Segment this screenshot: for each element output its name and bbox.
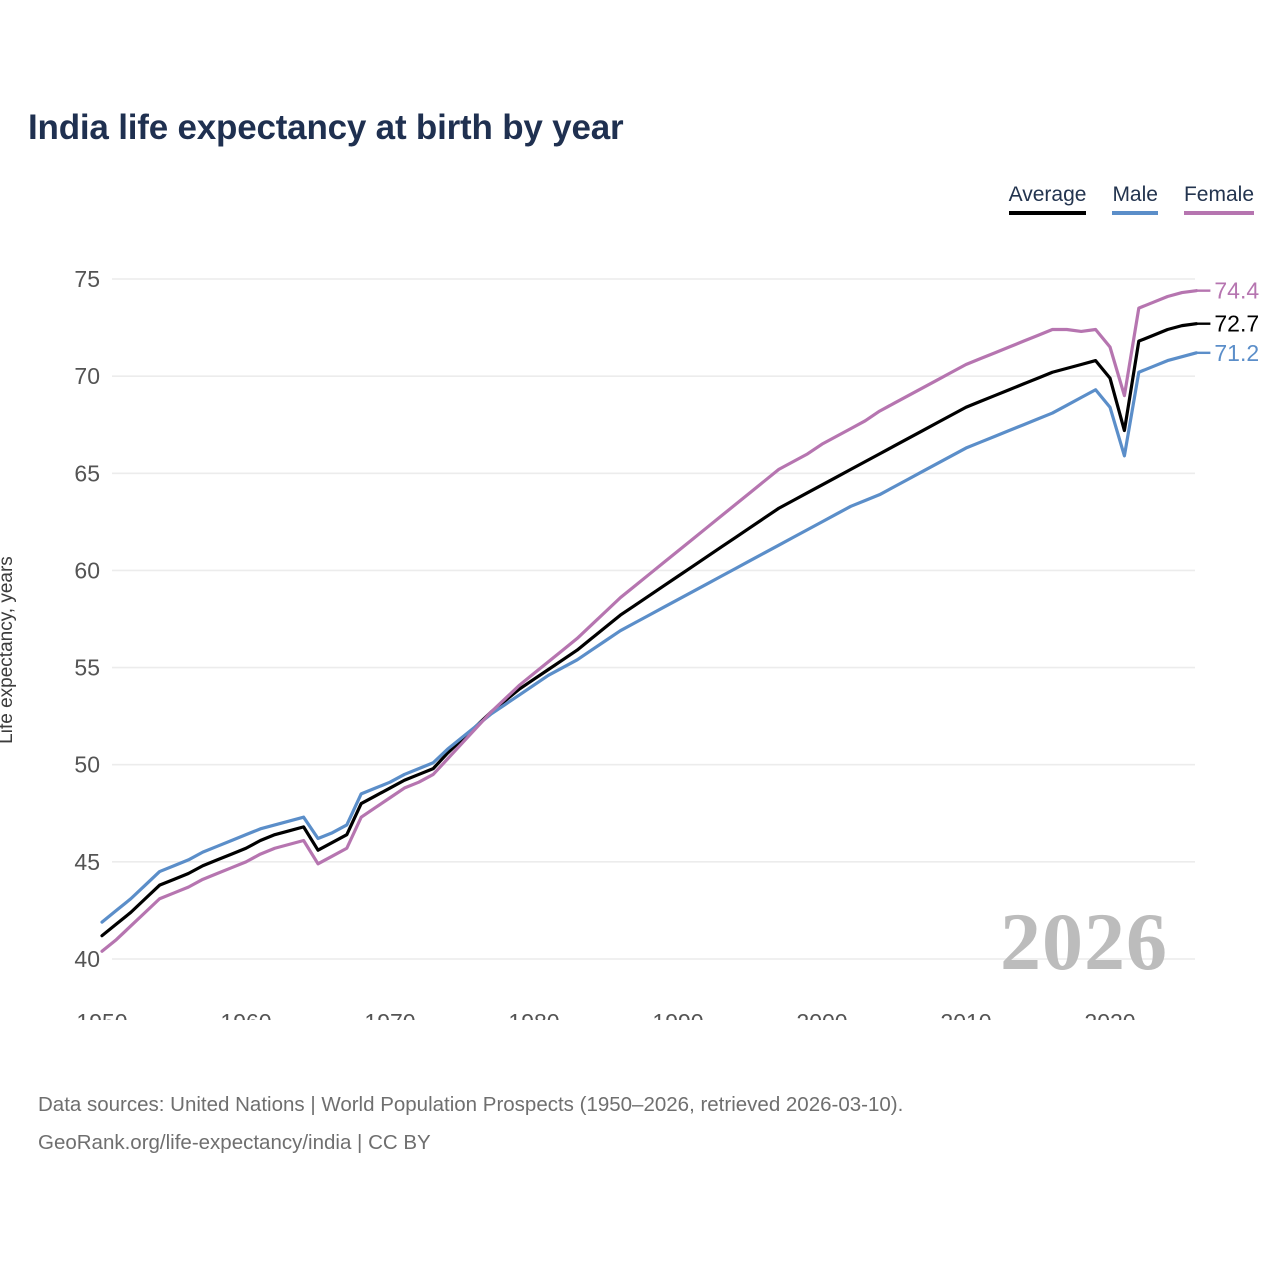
footer-attribution: GeoRank.org/life-expectancy/india | CC B… [38,1131,431,1154]
footer-data-sources: Data sources: United Nations | World Pop… [38,1093,904,1116]
end-label-female: 74.4 [1214,278,1259,304]
y-tick-label: 75 [74,266,100,292]
y-tick-label: 60 [74,557,100,583]
series-line-female [100,289,1198,953]
line-chart-svg: 40 45 50 55 60 65 70 75 1950 1960 1970 1980 1990 2000… [74,266,1259,1020]
y-tick-label: 40 [74,946,100,972]
x-tick-label: 1990 [652,1009,703,1020]
y-tick-label: 70 [74,363,100,389]
x-tick-label: 1950 [76,1009,127,1020]
plot-area: 40 45 50 55 60 65 70 75 1950 1960 1970 1980 1990 2000… [0,240,1280,1020]
end-label-average: 72.7 [1214,311,1259,337]
legend-label-female: Female [1183,183,1254,206]
page-title: India life expectancy at birth by year [28,108,624,147]
series-line-average [100,322,1198,938]
chart-legend: Average Male Female [1008,182,1254,215]
legend-item-average[interactable]: Average [1008,182,1087,215]
x-tick-label: 1960 [220,1009,271,1020]
y-tick-label: 55 [74,655,100,681]
chart-footer: Data sources: United Nations | World Pop… [38,1086,1238,1162]
x-tick-label: 1980 [508,1009,559,1020]
y-tick-label: 45 [74,849,100,875]
legend-swatch-male [1112,211,1158,215]
legend-item-male[interactable]: Male [1112,182,1158,215]
x-tick-label: 2020 [1084,1009,1135,1020]
y-axis-label: Life expectancy, years [0,556,17,744]
legend-item-female[interactable]: Female [1183,182,1254,215]
legend-swatch-female [1183,211,1254,215]
legend-swatch-average [1008,211,1087,215]
end-label-male: 71.2 [1214,340,1259,366]
series-line-male [100,351,1198,924]
x-tick-label: 2010 [940,1009,991,1020]
y-tick-label: 50 [74,752,100,778]
legend-label-average: Average [1008,183,1087,206]
x-tick-label: 2000 [796,1009,847,1020]
y-tick-label: 65 [74,460,100,486]
legend-label-male: Male [1112,183,1158,206]
x-tick-label: 1970 [364,1009,415,1020]
